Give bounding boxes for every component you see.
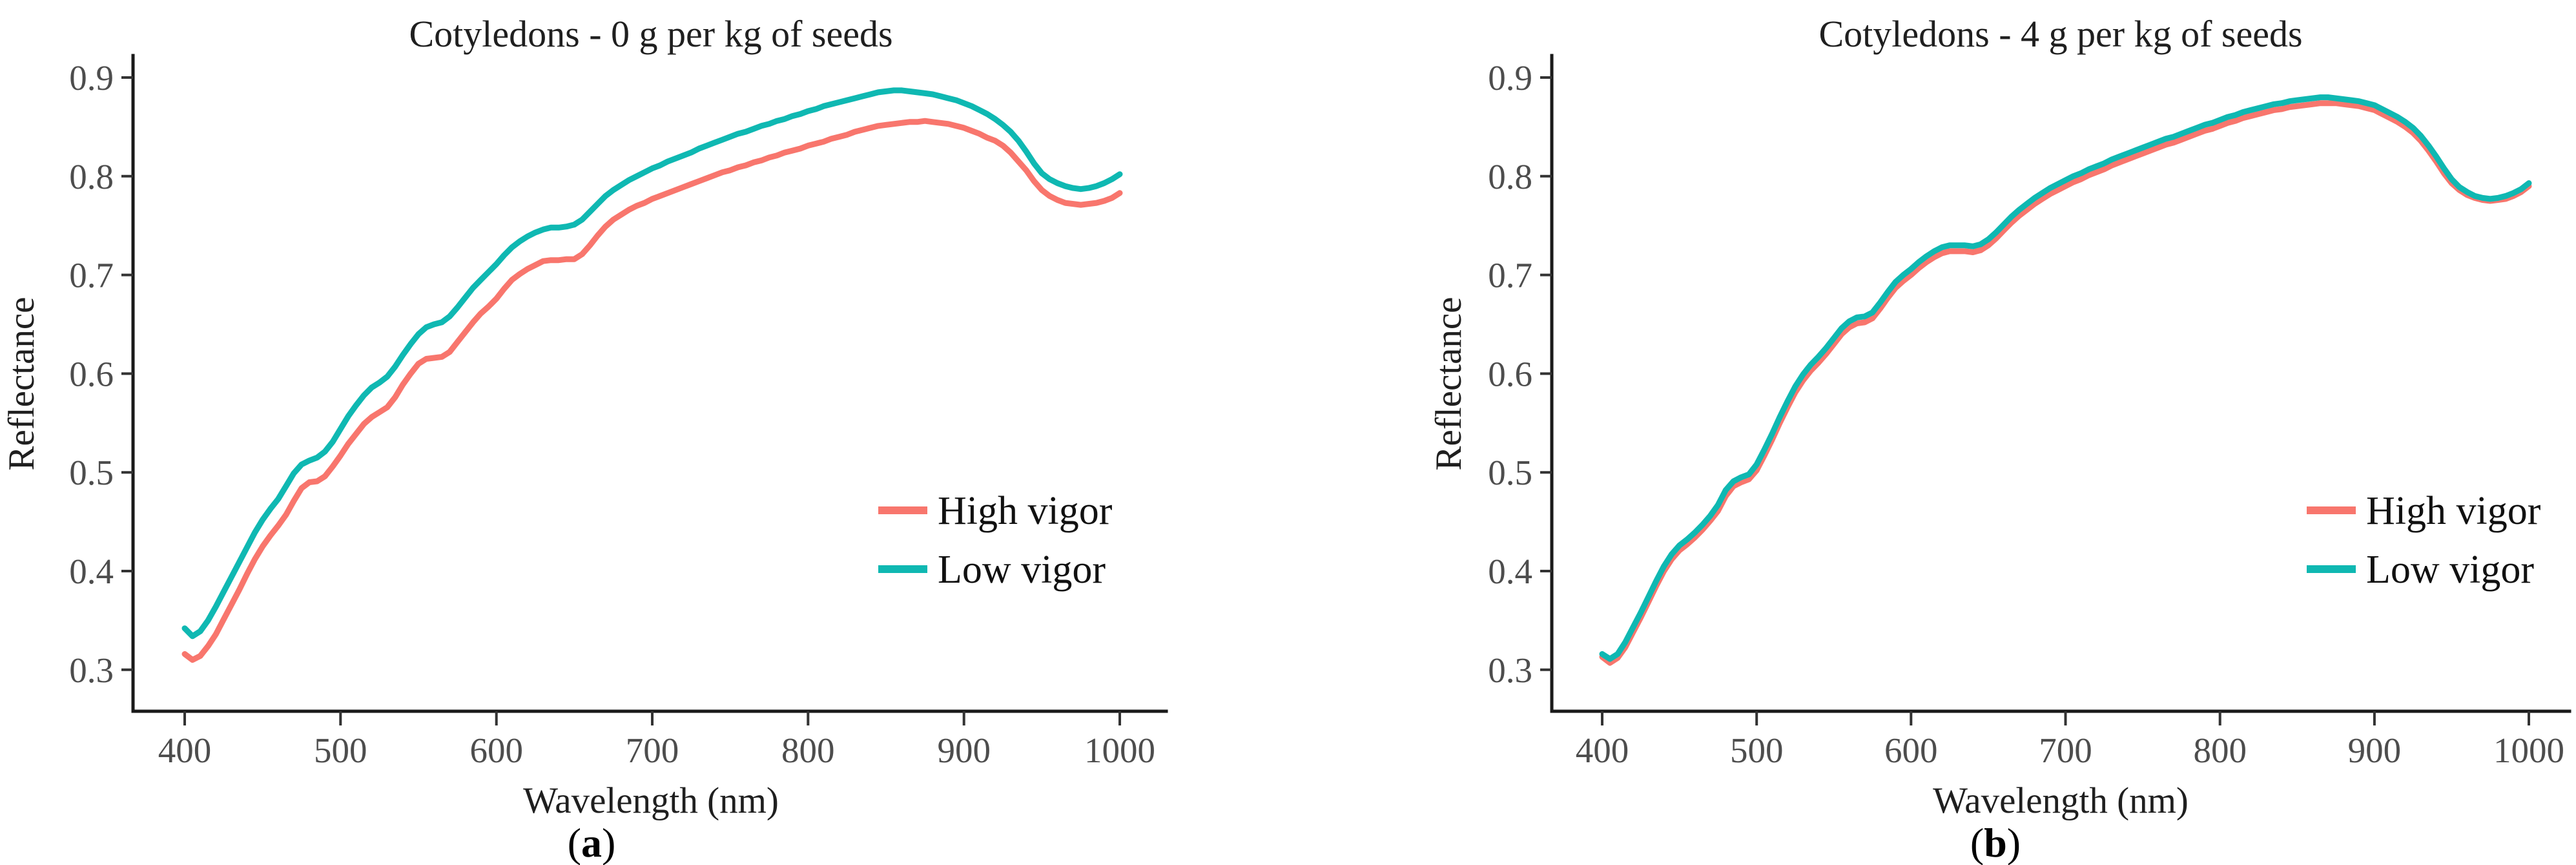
x-tick-label: 600 <box>469 731 523 770</box>
line-low-vigor <box>1599 94 2532 662</box>
y-tick-label: 0.5 <box>69 453 114 492</box>
panel-b-x-axis-label: Wavelength (nm) <box>1933 780 2189 821</box>
panel-a-caption-open: ( <box>568 820 581 865</box>
panel-b: Cotyledons - 4 g per kg of seeds 400 500 6… <box>1428 13 2571 865</box>
x-tick-label: 600 <box>1884 731 1938 770</box>
y-tick-label: 0.3 <box>69 651 114 690</box>
x-tick-label: 500 <box>1730 731 1784 770</box>
x-tick-label: 800 <box>781 731 835 770</box>
panel-b-caption-open: ( <box>1970 820 1984 865</box>
x-tick-label: 500 <box>314 731 367 770</box>
line-high-vigor <box>1599 100 2532 666</box>
y-tick-label: 0.4 <box>69 552 114 591</box>
legend-label-low-vigor: Low vigor <box>2366 548 2534 592</box>
x-tick-label: 1000 <box>2493 731 2564 770</box>
panel-b-caption-letter: b <box>1984 820 2007 865</box>
panel-a-caption-close: ) <box>602 820 615 865</box>
x-tick-label: 700 <box>626 731 679 770</box>
y-tick-label: 0.3 <box>1488 651 1532 690</box>
y-tick-label: 0.7 <box>69 256 114 295</box>
panel-a-caption-letter: a <box>581 820 602 865</box>
panel-a-caption: (a) <box>568 820 616 865</box>
panel-a-axes: 400 500 600 700 800 900 1000 0.3 0.4 0.5 0.6 0.7 0.8… <box>69 54 1168 770</box>
panel-b-axes: 400 500 600 700 800 900 1000 0.3 0.4 0.5 0.6 0.7 0.8… <box>1488 54 2571 770</box>
y-tick-label: 0.9 <box>69 58 114 98</box>
legend-label-high-vigor: High vigor <box>938 489 1113 533</box>
panel-a-legend: High vigor Low vigor <box>878 489 1113 592</box>
x-tick-label: 800 <box>2193 731 2247 770</box>
panel-b-caption: (b) <box>1970 820 2021 865</box>
y-tick-label: 0.4 <box>1488 552 1532 591</box>
panel-b-caption-close: ) <box>2007 820 2021 865</box>
panel-a-y-axis-label: Reflectance <box>1 297 42 471</box>
x-tick-label: 900 <box>2348 731 2402 770</box>
x-tick-label: 700 <box>2039 731 2092 770</box>
x-tick-label: 400 <box>158 731 212 770</box>
y-tick-label: 0.5 <box>1488 453 1532 492</box>
x-tick-label: 900 <box>937 731 991 770</box>
line-low-vigor <box>181 87 1123 640</box>
panel-b-title: Cotyledons - 4 g per kg of seeds <box>1819 13 2302 55</box>
y-tick-label: 0.8 <box>69 157 114 196</box>
x-tick-label: 1000 <box>1084 731 1155 770</box>
panel-a: Cotyledons - 0 g per kg of seeds 400 500 6… <box>1 13 1168 865</box>
panel-a-series <box>181 87 1123 663</box>
y-tick-label: 0.6 <box>69 354 114 393</box>
y-tick-label: 0.6 <box>1488 354 1532 393</box>
panel-a-title: Cotyledons - 0 g per kg of seeds <box>409 13 892 55</box>
panel-b-legend: High vigor Low vigor <box>2307 489 2541 592</box>
panel-b-series <box>1599 94 2532 666</box>
y-tick-label: 0.9 <box>1488 58 1532 98</box>
panel-a-x-axis-label: Wavelength (nm) <box>523 780 779 821</box>
y-tick-label: 0.7 <box>1488 256 1532 295</box>
legend-label-low-vigor: Low vigor <box>938 548 1106 592</box>
y-tick-label: 0.8 <box>1488 157 1532 196</box>
legend-label-high-vigor: High vigor <box>2366 489 2541 533</box>
x-tick-label: 400 <box>1576 731 1629 770</box>
line-high-vigor <box>181 118 1123 663</box>
panel-b-y-axis-label: Reflectance <box>1428 297 1469 471</box>
